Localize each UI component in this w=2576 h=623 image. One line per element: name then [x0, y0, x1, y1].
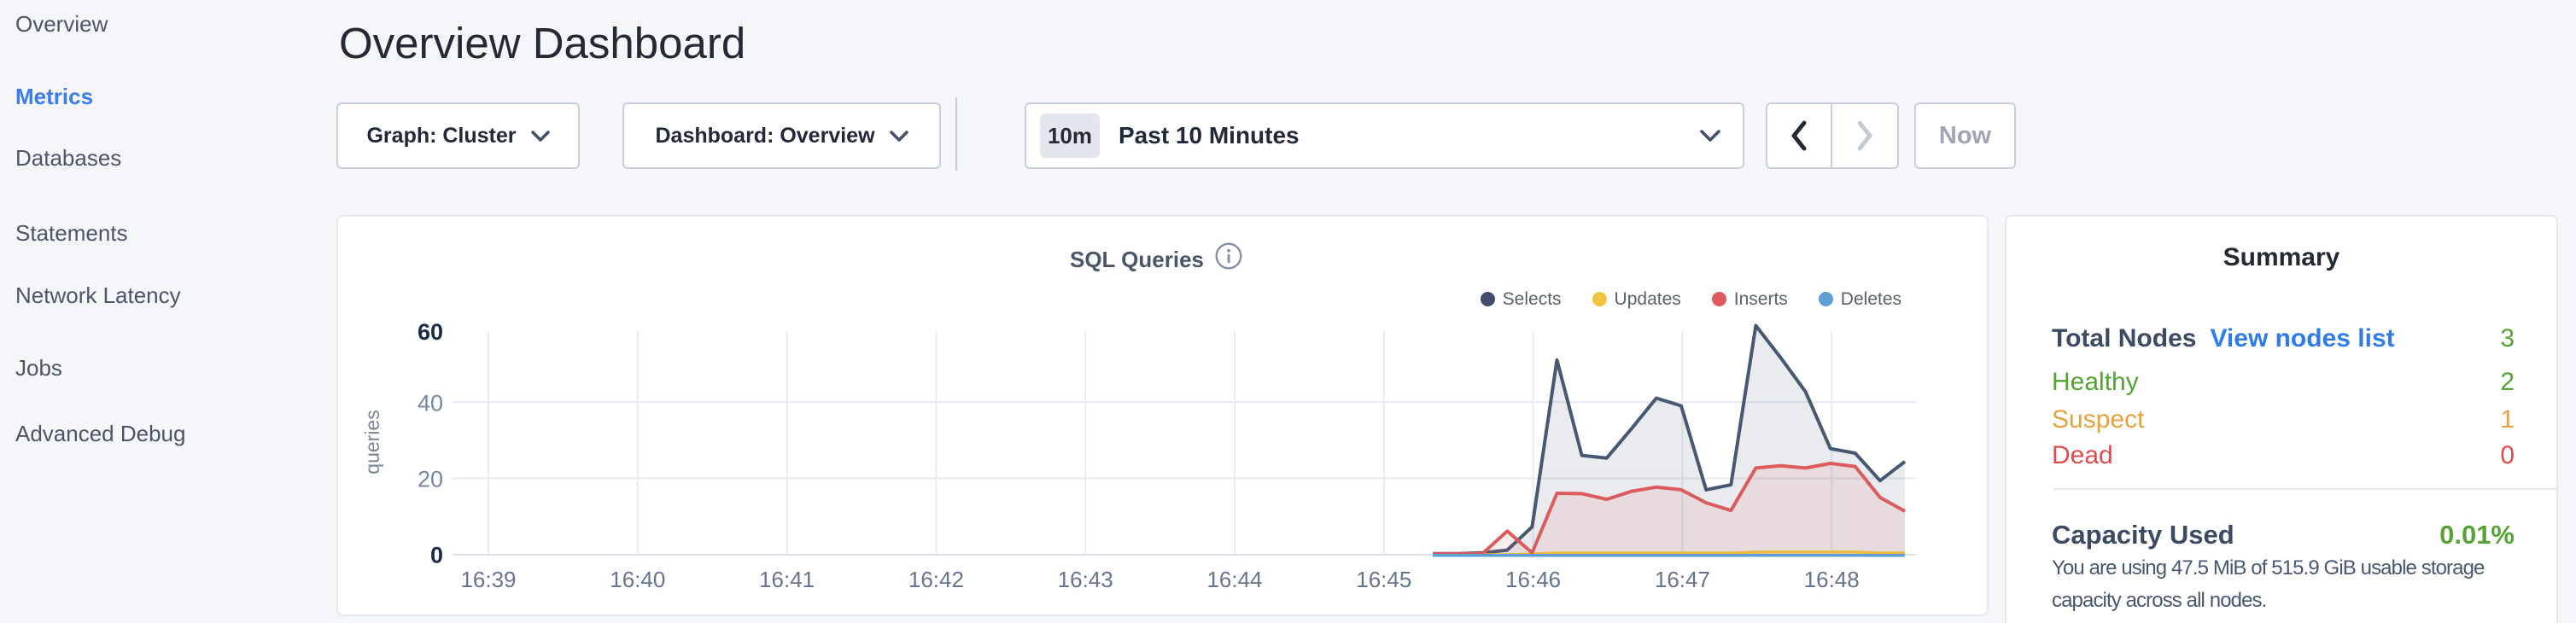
- svg-text:0: 0: [430, 542, 443, 568]
- svg-text:16:46: 16:46: [1505, 567, 1561, 592]
- svg-text:60: 60: [418, 319, 443, 345]
- svg-text:16:47: 16:47: [1655, 567, 1710, 592]
- svg-text:16:41: 16:41: [759, 567, 815, 592]
- svg-text:16:40: 16:40: [610, 567, 665, 592]
- svg-text:16:45: 16:45: [1356, 567, 1411, 592]
- svg-text:20: 20: [418, 466, 443, 492]
- svg-text:16:39: 16:39: [460, 567, 516, 592]
- svg-text:16:43: 16:43: [1058, 567, 1113, 592]
- svg-text:40: 40: [418, 390, 443, 416]
- svg-text:16:42: 16:42: [908, 567, 964, 592]
- svg-text:16:44: 16:44: [1206, 567, 1262, 592]
- svg-text:16:48: 16:48: [1804, 567, 1860, 592]
- svg-text:queries: queries: [361, 410, 383, 474]
